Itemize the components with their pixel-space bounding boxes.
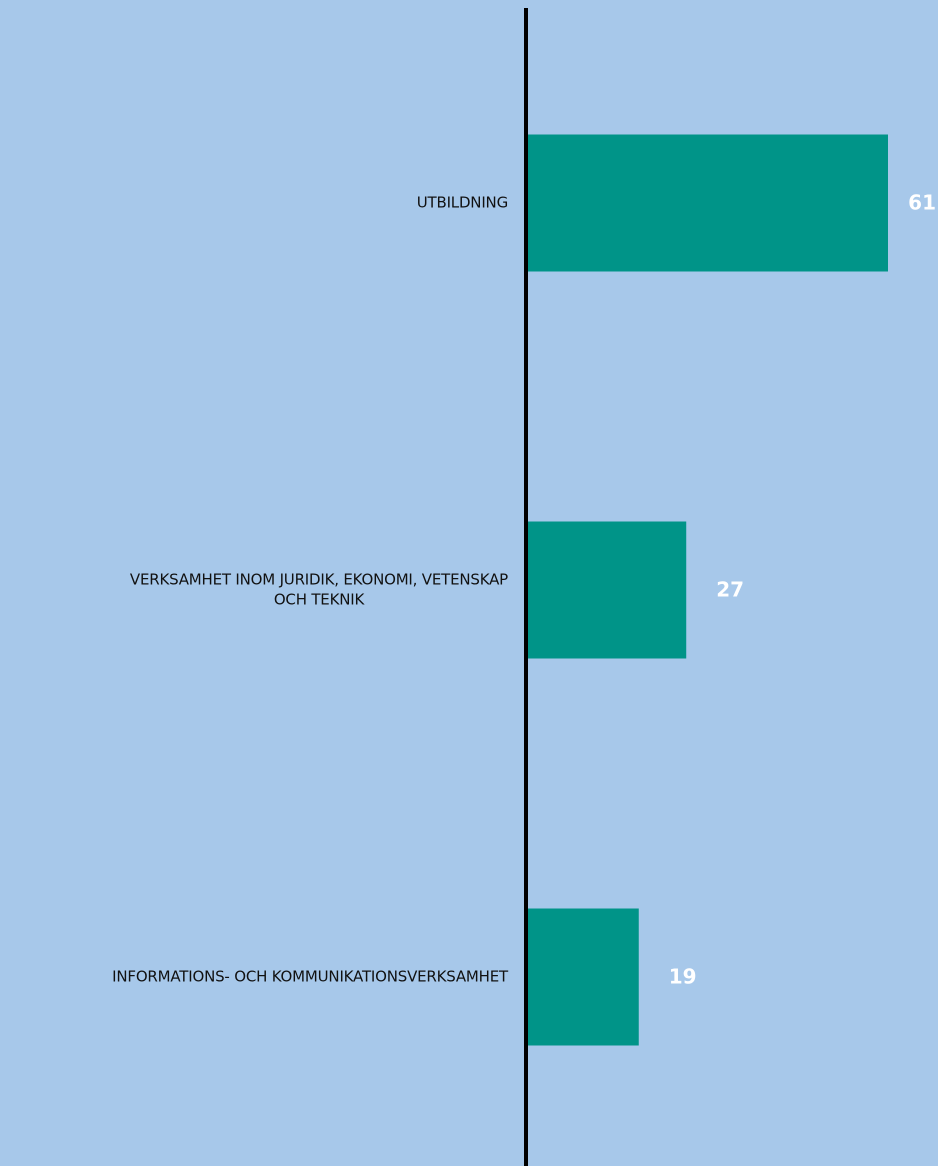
category-label-line: INFORMATIONS- OCH KOMMUNIKATIONSVERKSAMH…: [112, 968, 509, 986]
value-label-2: 19: [669, 965, 697, 989]
value-labels-group: 61 27 19: [669, 191, 936, 989]
bars-group: [526, 134, 888, 1046]
bar-0: [526, 134, 888, 272]
category-label-line: UTBILDNING: [417, 194, 508, 212]
bar-2: [526, 908, 639, 1046]
category-label-0: UTBILDNING: [417, 194, 508, 212]
category-label-1: VERKSAMHET INOM JURIDIK, EKONOMI, VETENS…: [130, 571, 508, 609]
value-label-1: 27: [716, 578, 744, 602]
bar-1: [526, 521, 687, 659]
category-label-line: VERKSAMHET INOM JURIDIK, EKONOMI, VETENS…: [130, 571, 508, 589]
category-labels-group: UTBILDNING VERKSAMHET INOM JURIDIK, EKONO…: [112, 194, 509, 986]
value-label-0: 61: [908, 191, 936, 215]
category-label-line: OCH TEKNIK: [274, 591, 366, 609]
category-label-2: INFORMATIONS- OCH KOMMUNIKATIONSVERKSAMH…: [112, 968, 509, 986]
